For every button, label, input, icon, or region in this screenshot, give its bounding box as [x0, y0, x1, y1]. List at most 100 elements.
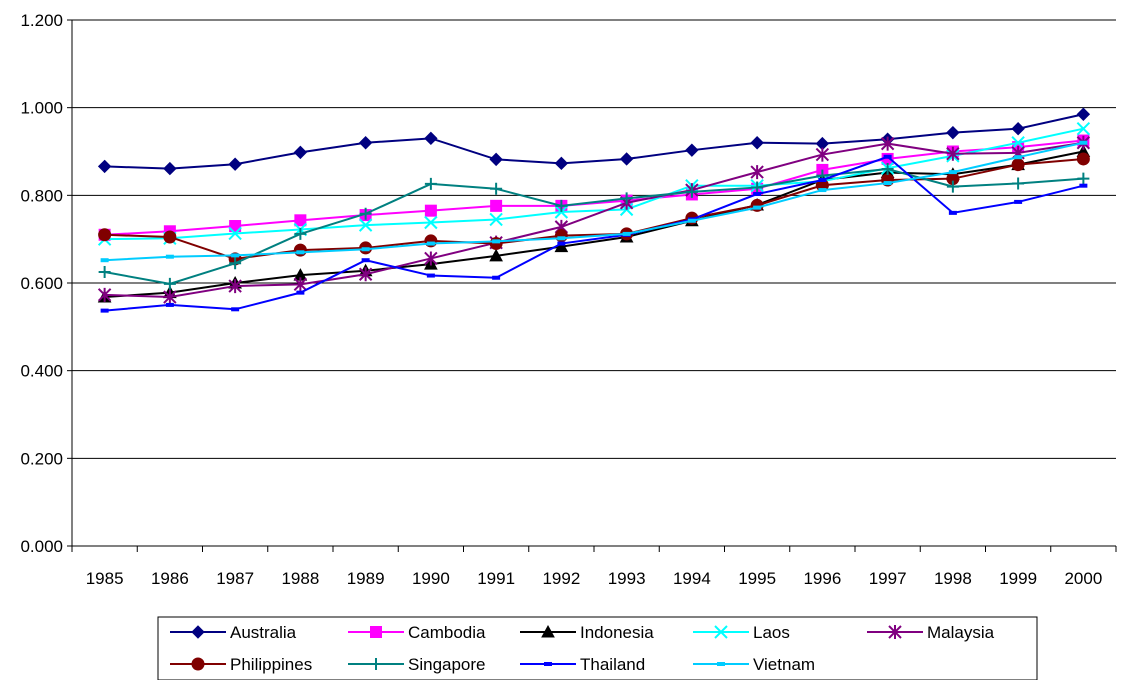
data-point-singapore	[98, 266, 111, 279]
data-point-australia	[97, 159, 112, 174]
data-point-malaysia	[163, 290, 177, 305]
x-tick-label: 1994	[673, 569, 711, 588]
data-point-thailand	[492, 275, 501, 280]
data-point-philippines	[293, 243, 307, 257]
data-point-vietnam	[100, 258, 109, 263]
data-point-malaysia	[97, 287, 112, 302]
data-point-thailand	[426, 273, 435, 278]
series-australia	[97, 107, 1091, 176]
legend-label: Indonesia	[580, 623, 654, 642]
data-point-singapore	[946, 180, 959, 193]
data-point-australia	[946, 125, 960, 140]
data-point-vietnam	[296, 250, 305, 255]
data-point-vietnam	[557, 236, 566, 241]
data-point-thailand	[883, 154, 892, 159]
data-point-vietnam	[622, 231, 631, 236]
legend-marker	[544, 662, 552, 666]
data-point-malaysia	[228, 279, 242, 294]
data-point-philippines	[1076, 152, 1090, 166]
data-point-vietnam	[165, 254, 174, 259]
data-point-singapore	[1012, 177, 1025, 190]
legend-item-vietnam: Vietnam	[693, 655, 815, 674]
x-tick-label: 1985	[86, 569, 124, 588]
data-point-thailand	[361, 258, 370, 263]
data-point-malaysia	[358, 267, 373, 282]
data-point-australia	[554, 156, 569, 171]
data-point-singapore	[424, 177, 437, 190]
legend-label: Philippines	[230, 655, 312, 674]
x-tick-label: 1997	[869, 569, 907, 588]
data-point-cambodia	[424, 204, 437, 217]
legend-item-thailand: Thailand	[520, 655, 645, 674]
series-line-cambodia	[104, 139, 1084, 236]
data-point-vietnam	[361, 247, 370, 252]
y-tick-label: 0.600	[20, 274, 63, 293]
data-point-indonesia	[489, 248, 503, 262]
data-point-thailand	[165, 302, 174, 307]
data-point-malaysia	[815, 147, 830, 162]
data-point-singapore	[751, 181, 764, 194]
data-point-malaysia	[424, 251, 438, 266]
data-point-australia	[1076, 107, 1091, 121]
data-point-australia	[750, 136, 764, 150]
legend-label: Malaysia	[927, 623, 995, 642]
data-point-singapore	[490, 182, 503, 195]
gridlines	[67, 19, 1116, 547]
x-axis-tick-labels: 1985 1986 1987 1988 1989 1990 1991 1992 1993 1994…	[86, 569, 1103, 588]
x-tick-label: 1989	[347, 569, 385, 588]
data-point-australia	[163, 161, 177, 176]
data-point-malaysia	[946, 146, 960, 161]
data-point-cambodia	[294, 214, 307, 227]
series-line-indonesia	[104, 150, 1084, 299]
data-point-singapore	[294, 227, 307, 240]
data-point-thailand	[231, 307, 240, 312]
data-point-thailand	[557, 241, 566, 246]
y-tick-label: 1.000	[20, 99, 63, 118]
data-point-australia	[1011, 121, 1025, 136]
data-point-vietnam	[948, 170, 957, 175]
legend-item-cambodia: Cambodia	[348, 623, 486, 642]
x-tick-label: 1990	[412, 569, 450, 588]
legend-item-philippines: Philippines	[170, 655, 312, 674]
data-point-laos	[489, 212, 503, 227]
data-point-vietnam	[1014, 155, 1023, 160]
legend-marker	[888, 625, 902, 639]
legend-item-singapore: Singapore	[348, 655, 486, 674]
data-point-singapore	[620, 192, 633, 205]
data-point-vietnam	[883, 181, 892, 186]
data-point-vietnam	[231, 253, 240, 258]
data-point-malaysia	[750, 165, 764, 180]
data-point-laos	[358, 218, 373, 232]
data-point-singapore	[685, 185, 698, 198]
data-point-laos	[1011, 136, 1025, 150]
x-tick-label: 1991	[477, 569, 515, 588]
legend-item-australia: Australia	[170, 623, 297, 642]
legend-marker	[370, 626, 382, 638]
legend-marker	[191, 625, 205, 639]
data-point-singapore	[555, 199, 568, 212]
series-line-vietnam	[104, 141, 1084, 262]
data-point-australia	[685, 143, 699, 157]
data-point-thailand	[100, 308, 109, 313]
data-point-australia	[293, 145, 308, 160]
data-point-vietnam	[753, 205, 762, 210]
data-point-laos	[1076, 121, 1091, 136]
y-tick-label: 0.400	[20, 362, 63, 381]
x-tick-label: 1987	[216, 569, 254, 588]
data-point-australia	[228, 157, 242, 171]
y-tick-label: 1.200	[20, 11, 63, 30]
data-point-australia	[619, 152, 634, 166]
legend-marker	[717, 662, 725, 666]
data-point-thailand	[753, 192, 762, 197]
legend-label: Laos	[753, 623, 790, 642]
data-point-malaysia	[293, 277, 308, 292]
data-point-singapore	[1077, 172, 1090, 185]
series-line-australia	[104, 113, 1084, 170]
y-tick-label: 0.000	[20, 537, 63, 556]
data-point-singapore	[229, 257, 242, 270]
data-point-vietnam	[687, 218, 696, 223]
legend-marker	[541, 624, 555, 638]
legend-label: Singapore	[408, 655, 486, 674]
legend-item-malaysia: Malaysia	[867, 623, 995, 642]
